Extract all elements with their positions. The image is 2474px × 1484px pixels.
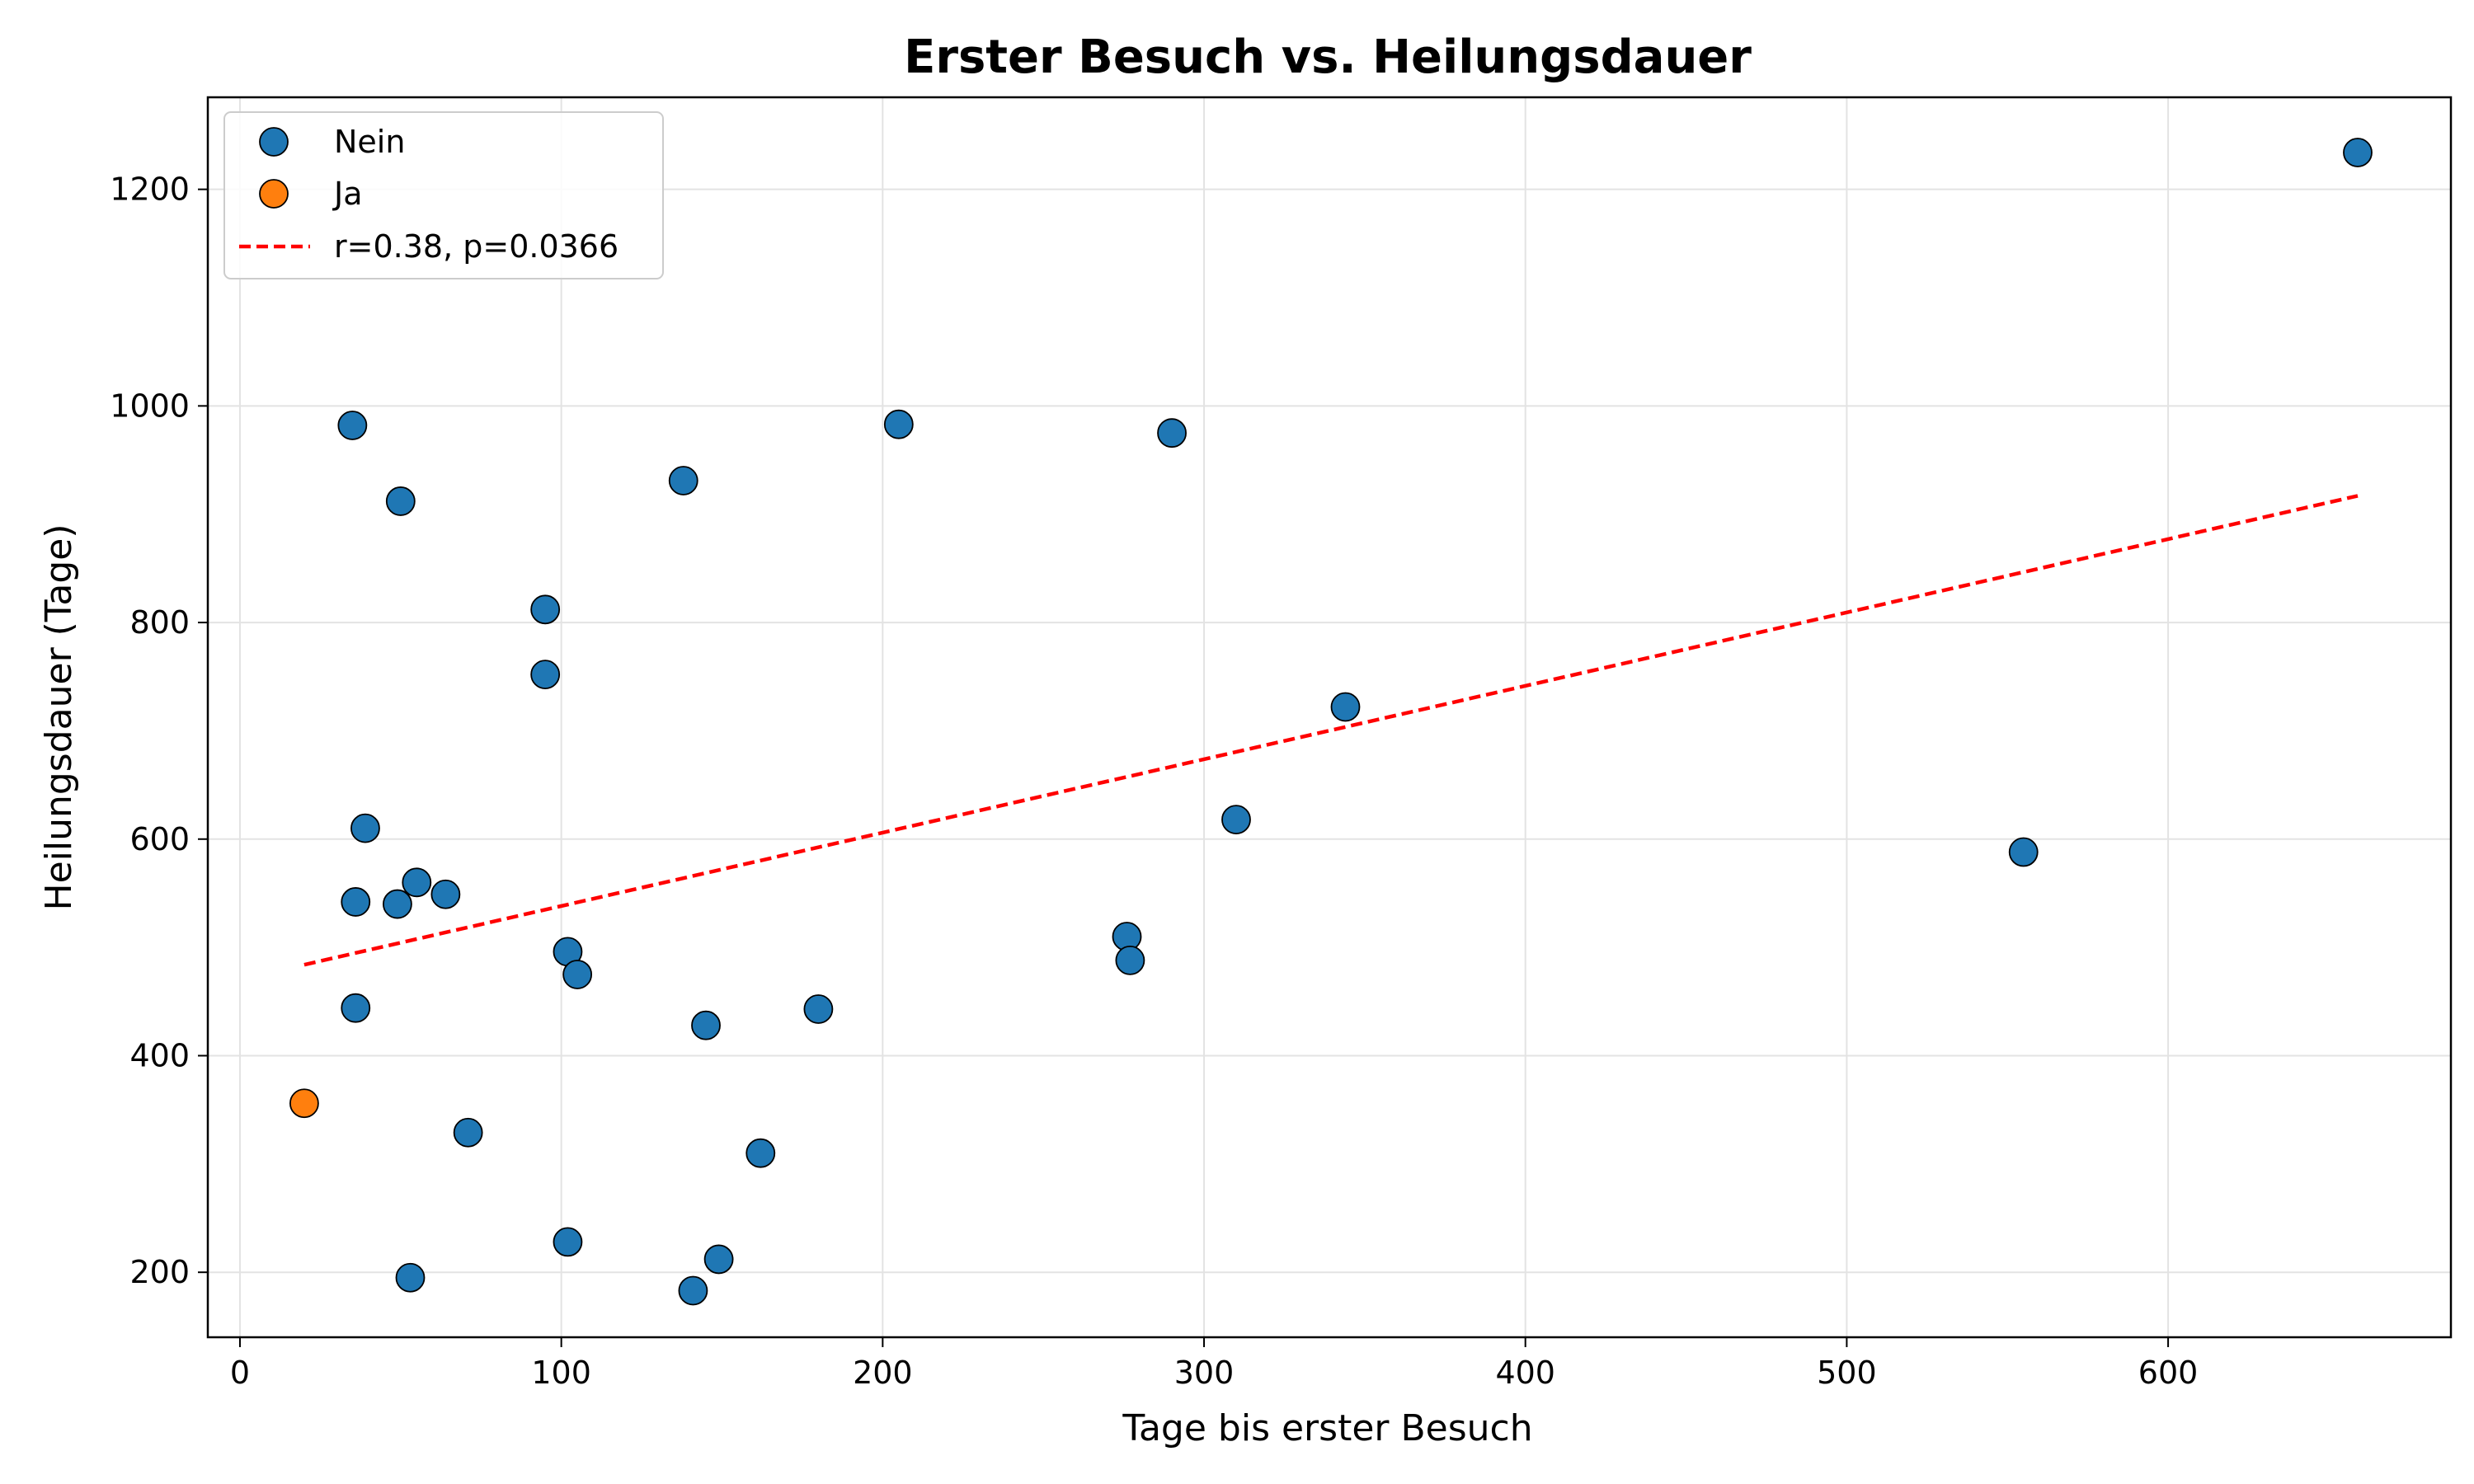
- legend: Nein Ja r=0.38, p=0.0366: [223, 111, 664, 279]
- data-point-nein: [383, 889, 412, 919]
- axis-ticks: 0 100 200 300 400 500 600 200 400 600 800 1000 1200: [110, 171, 2198, 1391]
- data-point-nein: [402, 867, 432, 898]
- data-point-nein: [2343, 138, 2373, 167]
- y-tick-label: 800: [129, 604, 190, 641]
- x-tick-label: 600: [2138, 1355, 2199, 1391]
- x-tick-label: 0: [230, 1355, 250, 1391]
- data-point-nein: [2008, 837, 2039, 867]
- trendline-layer: [303, 494, 2359, 967]
- y-axis-label: Heilungsdauer (Tage): [38, 524, 80, 910]
- data-point-nein: [691, 1010, 721, 1040]
- grid: [208, 97, 2451, 1337]
- data-point-nein: [1115, 945, 1145, 975]
- data-point-nein: [803, 994, 834, 1024]
- data-point-nein: [1157, 418, 1187, 448]
- data-point-nein: [553, 1227, 583, 1257]
- data-point-nein: [341, 993, 371, 1023]
- legend-marker-nein: [259, 127, 289, 157]
- data-point-nein: [350, 813, 380, 843]
- y-tick-label: 600: [129, 821, 190, 857]
- data-point-nein: [678, 1275, 708, 1306]
- data-point-nein: [385, 486, 416, 516]
- legend-marker-ja: [259, 179, 289, 209]
- y-tick-label: 400: [129, 1037, 190, 1073]
- y-tick-label: 1200: [110, 171, 190, 208]
- data-point-nein: [703, 1244, 734, 1275]
- legend-label-ja: Ja: [332, 176, 363, 212]
- x-tick-label: 100: [531, 1355, 591, 1391]
- data-point-nein: [562, 960, 593, 989]
- data-point-nein: [530, 594, 561, 625]
- y-tick-label: 1000: [110, 387, 190, 424]
- x-tick-label: 200: [853, 1355, 913, 1391]
- trendline: [303, 494, 2359, 967]
- chart-title: Erster Besuch vs. Heilungsdauer: [904, 31, 1752, 84]
- legend-label-nein: Nein: [334, 124, 405, 160]
- y-tick-label: 200: [129, 1254, 190, 1290]
- data-point-nein: [453, 1117, 483, 1148]
- data-point-nein: [430, 879, 461, 909]
- data-point-nein: [530, 660, 561, 690]
- x-tick-label: 400: [1495, 1355, 1555, 1391]
- legend-box: [223, 111, 664, 279]
- x-tick-label: 500: [1817, 1355, 1877, 1391]
- data-point-nein: [668, 466, 698, 495]
- data-point-nein: [883, 409, 914, 439]
- legend-label-trendline: r=0.38, p=0.0366: [334, 228, 618, 265]
- data-point-nein: [1330, 692, 1361, 722]
- x-tick-label: 300: [1174, 1355, 1235, 1391]
- data-point-nein: [745, 1138, 776, 1168]
- data-points: [289, 138, 2373, 1306]
- x-axis-label: Tage bis erster Besuch: [1122, 1407, 1532, 1449]
- data-point-ja: [289, 1088, 319, 1119]
- data-point-nein: [1221, 805, 1251, 835]
- data-point-nein: [395, 1262, 426, 1293]
- data-point-nein: [341, 887, 371, 917]
- data-point-nein: [337, 411, 368, 440]
- plot-area-frame: [206, 96, 2453, 1339]
